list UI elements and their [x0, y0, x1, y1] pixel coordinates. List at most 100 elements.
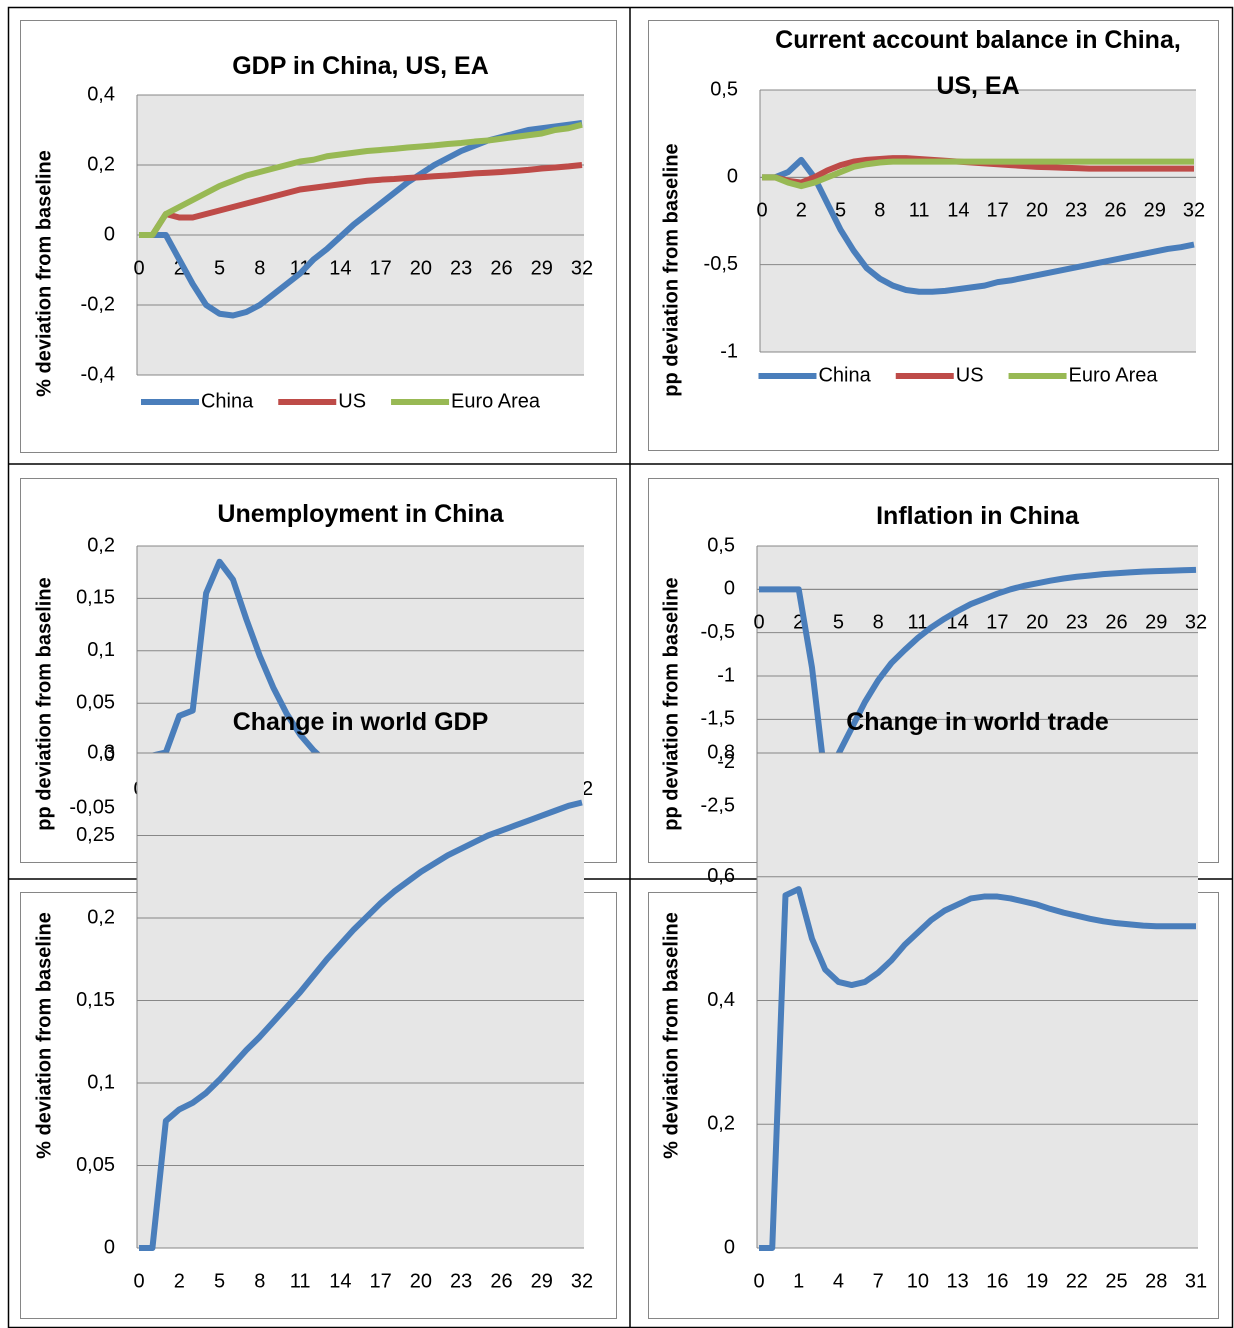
x-tick-label: 4	[833, 1270, 844, 1292]
x-tick-label: 32	[1183, 200, 1205, 222]
y-tick-label: 0,6	[707, 865, 735, 887]
x-tick-label: 0	[753, 612, 764, 634]
legend: China US Euro Area	[140, 390, 541, 412]
x-tick-label: 14	[329, 257, 351, 279]
y-tick-label: -0,4	[81, 363, 115, 385]
y-tick-label: 0,1	[87, 1071, 115, 1093]
x-tick-label: 26	[1105, 612, 1127, 634]
x-tick-label: 29	[531, 1270, 553, 1292]
y-tick-label: -1	[717, 664, 735, 686]
data-line	[762, 156, 1195, 295]
y-tick-label: 0,5	[707, 534, 735, 556]
y-tick-label: -0,2	[81, 293, 115, 315]
x-tick-label: 5	[214, 257, 225, 279]
x-tick-label: 2	[793, 612, 804, 634]
x-tick-label: 20	[410, 1270, 432, 1292]
y-tick-label: 0,25	[76, 824, 115, 846]
x-tick-label: 29	[1145, 612, 1167, 634]
x-tick-label: 14	[947, 200, 969, 222]
y-tick-label: 0,3	[87, 741, 115, 763]
y-axis-title: % deviation from baseline	[33, 912, 55, 1159]
legend-label: Euro Area	[1069, 364, 1159, 386]
x-tick-label: 22	[1066, 1270, 1088, 1292]
x-tick-label: 26	[1104, 200, 1126, 222]
data-line	[139, 799, 583, 1251]
x-tick-label: 26	[490, 257, 512, 279]
y-tick-label: 0,2	[707, 1113, 735, 1135]
x-tick-label: 16	[986, 1270, 1008, 1292]
x-tick-label: 20	[1026, 200, 1048, 222]
x-tick-label: 14	[329, 1270, 351, 1292]
y-axis-title: pp deviation from baseline	[660, 577, 682, 830]
x-tick-label: 8	[254, 257, 265, 279]
plot-area	[760, 90, 1196, 352]
y-tick-label: 0,2	[87, 153, 115, 175]
x-tick-label: 23	[450, 257, 472, 279]
x-tick-label: 8	[874, 200, 885, 222]
chart-title: Change in world trade	[846, 708, 1109, 736]
x-tick-label: 8	[254, 1270, 265, 1292]
x-tick-label: 23	[1066, 612, 1088, 634]
x-tick-label: 10	[907, 1270, 929, 1292]
x-tick-label: 1	[793, 1270, 804, 1292]
y-tick-label: -1	[720, 340, 738, 362]
y-tick-label: 0	[104, 1236, 115, 1258]
x-tick-label: 0	[756, 200, 767, 222]
y-tick-label: 0,2	[87, 534, 115, 556]
x-tick-label: 32	[571, 1270, 593, 1292]
x-tick-label: 11	[908, 612, 929, 634]
y-tick-label: 0,05	[76, 691, 115, 713]
y-tick-label: 0,8	[707, 741, 735, 763]
chart-title: Inflation in China	[876, 502, 1079, 530]
y-tick-label: 0,1	[87, 639, 115, 661]
x-tick-label: 19	[1026, 1270, 1048, 1292]
x-tick-label: 17	[370, 1270, 392, 1292]
y-tick-label: 0	[724, 1236, 735, 1258]
y-tick-label: 0	[727, 166, 738, 188]
x-tick-label: 17	[370, 257, 392, 279]
chart-title: Current account balance in China, US, EA	[775, 26, 1181, 100]
chart-title: GDP in China, US, EA	[232, 52, 489, 80]
data-line	[759, 886, 1196, 1251]
x-tick-label: 5	[833, 612, 844, 634]
y-tick-label: 0	[104, 744, 115, 766]
legend: China US Euro Area	[758, 364, 1158, 386]
y-tick-label: 0,2	[87, 906, 115, 928]
y-axis-title: pp deviation from baseline	[660, 143, 682, 396]
y-tick-label: 0,4	[707, 989, 735, 1011]
y-tick-label: 0,05	[76, 1154, 115, 1176]
x-tick-label: 2	[174, 257, 185, 279]
y-tick-label: -0,05	[69, 796, 115, 818]
y-tick-label: 0	[104, 223, 115, 245]
x-tick-label: 32	[1185, 612, 1207, 634]
x-tick-label: 20	[410, 257, 432, 279]
y-axis-title: % deviation from baseline	[33, 150, 55, 397]
x-tick-label: 11	[290, 1270, 311, 1292]
legend-label: Euro Area	[451, 390, 541, 412]
legend-label: US	[338, 390, 366, 412]
x-tick-label: 5	[214, 1270, 225, 1292]
data-line	[139, 121, 583, 238]
y-tick-label: -2	[717, 751, 735, 773]
x-tick-label: 7	[873, 1270, 884, 1292]
x-tick-label: 20	[1026, 612, 1048, 634]
x-tick-label: 17	[986, 612, 1008, 634]
y-tick-label: -2,5	[701, 794, 735, 816]
y-tick-label: -0,5	[704, 253, 738, 275]
data-line	[762, 158, 1194, 190]
y-tick-label: 0,4	[87, 83, 115, 105]
y-axis-title: pp deviation from baseline	[33, 577, 55, 830]
x-tick-label: 31	[1185, 1270, 1207, 1292]
y-tick-label: 0	[724, 578, 735, 600]
y-tick-label: -0,5	[701, 621, 735, 643]
y-tick-label: 0,15	[76, 587, 115, 609]
x-tick-label: 25	[1105, 1270, 1127, 1292]
x-tick-label: 32	[571, 257, 593, 279]
x-tick-label: 23	[450, 1270, 472, 1292]
x-tick-label: 11	[909, 200, 930, 222]
data-line	[139, 162, 583, 238]
legend-label: US	[956, 364, 984, 386]
x-tick-label: 5	[835, 200, 846, 222]
